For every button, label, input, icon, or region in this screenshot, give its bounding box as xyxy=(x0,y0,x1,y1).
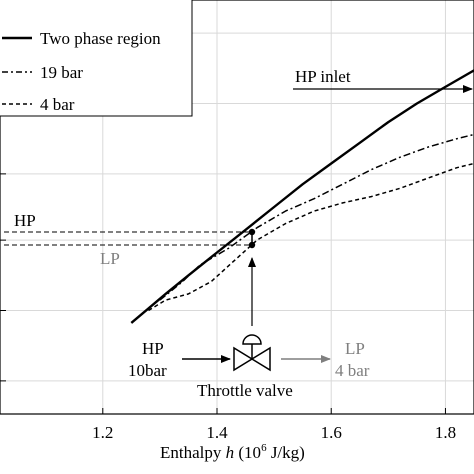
valve-inlet-label-2: 10bar xyxy=(128,361,167,380)
legend-box xyxy=(0,0,193,117)
hp-state-point xyxy=(248,228,256,236)
series xyxy=(130,69,474,324)
x-tick-label: 1.8 xyxy=(435,423,456,442)
grid xyxy=(0,0,474,414)
x-tick-label: 1.6 xyxy=(321,423,342,442)
x-axis-title: Enthalpy h (106 J/kg) xyxy=(160,442,305,462)
ticks: 1.2 1.4 1.6 1.8 xyxy=(0,32,456,442)
legend: Two phase region 19 bar 4 bar xyxy=(0,0,193,117)
lp-state-point xyxy=(248,241,256,249)
lp-line-label: LP xyxy=(100,249,120,268)
legend-label-19bar: 19 bar xyxy=(40,63,83,82)
series-line-0 xyxy=(130,69,474,324)
valve-inlet-label-1: HP xyxy=(142,339,164,358)
throttle-valve-label: Throttle valve xyxy=(197,381,293,400)
hp-inlet-label: HP inlet xyxy=(295,67,351,86)
x-axis-title-prefix: Enthalpy xyxy=(160,443,226,462)
series-line-1 xyxy=(159,133,474,301)
x-tick-label: 1.2 xyxy=(92,423,113,442)
x-axis-title-exp: 6 xyxy=(261,442,267,454)
x-axis-title-unit-open: (10 xyxy=(234,443,261,462)
legend-label-4bar: 4 bar xyxy=(40,95,75,114)
valve-outlet-label-1: LP xyxy=(345,339,365,358)
x-axis-title-unit-close: J/kg) xyxy=(267,443,305,462)
x-axis-title-var: h xyxy=(226,443,235,462)
throttle-valve-icon xyxy=(233,334,271,372)
x-tick-label: 1.4 xyxy=(206,423,228,442)
plot-frame xyxy=(0,0,474,415)
hp-line-label: HP xyxy=(14,211,36,230)
series-line-2 xyxy=(148,162,474,312)
legend-label-two-phase: Two phase region xyxy=(40,29,161,48)
valve-outlet-label-2: 4 bar xyxy=(335,361,370,380)
